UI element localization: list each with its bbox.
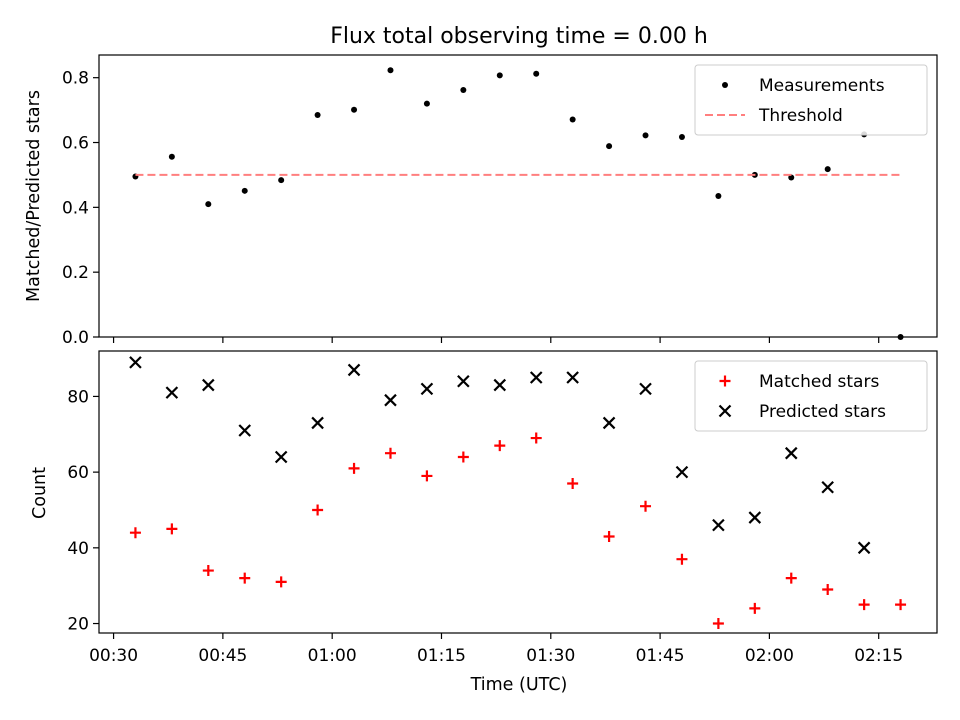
matched-star-point	[785, 572, 797, 584]
measurement-point	[205, 201, 212, 208]
bottom-ylabel: Count	[30, 467, 50, 519]
matched-star-point	[384, 447, 396, 459]
y-tick-label: 0.2	[62, 263, 89, 283]
measurement-point	[569, 116, 576, 123]
x-tick-label: 00:45	[198, 646, 247, 666]
matched-star-point	[858, 599, 870, 611]
matched-star-point	[129, 527, 141, 539]
matched-star-point	[530, 432, 542, 444]
measurement-point	[788, 174, 795, 181]
x-tick-label: 02:00	[745, 646, 794, 666]
predicted-star-point	[784, 446, 798, 460]
predicted-star-point	[566, 371, 579, 384]
legend-label: Measurements	[759, 76, 885, 96]
y-tick-label: 80	[67, 387, 89, 407]
legend-measurement-swatch	[722, 82, 728, 88]
measurement-point	[460, 87, 467, 94]
top-ylabel: Matched/Predicted stars	[24, 90, 44, 302]
matched-star-point	[749, 602, 761, 614]
y-tick-label: 60	[67, 463, 89, 483]
matched-star-point	[457, 451, 469, 463]
y-tick-label: 40	[67, 539, 89, 559]
measurement-point	[241, 187, 248, 194]
predicted-star-point	[129, 356, 142, 369]
matched-star-point	[166, 523, 178, 535]
predicted-star-point	[712, 518, 725, 532]
x-tick-label: 00:30	[89, 646, 138, 666]
y-tick-label: 0.8	[62, 69, 89, 89]
plot-frame	[98, 350, 938, 634]
measurement-point	[387, 67, 394, 74]
predicted-star-point	[493, 378, 507, 392]
plot-frame	[98, 54, 938, 338]
predicted-star-point	[602, 416, 616, 430]
measurement-point	[351, 106, 358, 113]
predicted-star-point	[274, 450, 288, 464]
predicted-star-point	[821, 480, 834, 494]
predicted-star-point	[202, 378, 215, 392]
predicted-star-point	[857, 541, 871, 555]
matched-star-point	[676, 553, 688, 565]
measurement-point	[606, 143, 613, 150]
matched-star-point	[712, 618, 724, 630]
predicted-star-point	[748, 511, 762, 524]
x-tick-label: 01:30	[526, 646, 575, 666]
y-tick-label: 0.0	[62, 328, 89, 348]
y-tick-label: 0.4	[62, 198, 89, 218]
legend: Matched stars Predicted stars	[694, 360, 928, 432]
matched-star-point	[640, 500, 652, 512]
predicted-star-point	[639, 382, 652, 396]
predicted-star-point	[529, 371, 543, 384]
top-panel: 0.0 0.2 0.4 0.6 0.8 Measurements Threshold	[62, 54, 938, 348]
measurement-point	[533, 70, 540, 77]
measurement-point	[168, 153, 175, 160]
bottom-panel: 00:30 00:45 01:00 01:15 01:30 01:45 02:00 02:15…	[67, 350, 938, 666]
predicted-star-point	[238, 424, 252, 437]
matched-star-point	[822, 583, 834, 595]
measurement-point	[423, 100, 430, 107]
legend-box	[694, 64, 928, 136]
matched-star-point	[348, 462, 360, 474]
matched-star-point	[239, 572, 251, 584]
predicted-star-point	[347, 363, 361, 377]
legend-label: Threshold	[758, 106, 843, 126]
figure-title: Flux total observing time = 0.00 h	[330, 24, 708, 49]
measurement-point	[314, 111, 321, 118]
y-tick-label: 20	[67, 615, 89, 635]
measurement-point	[642, 132, 649, 139]
y-tick-label: 0.6	[62, 134, 89, 154]
matched-star-point	[275, 576, 287, 588]
legend-box	[694, 360, 928, 432]
measurement-point	[897, 334, 904, 340]
matched-star-point	[421, 470, 433, 482]
predicted-star-point	[384, 393, 397, 407]
matched-star-point	[603, 530, 615, 542]
measurement-point	[278, 177, 285, 184]
legend-matched-swatch	[719, 375, 731, 387]
matched-star-point	[895, 599, 907, 611]
matched-star-point	[312, 504, 324, 516]
x-tick-label: 01:00	[308, 646, 357, 666]
matched-star-point	[494, 440, 506, 452]
predicted-star-point	[675, 465, 689, 479]
legend-label: Predicted stars	[759, 402, 886, 422]
predicted-star-point	[420, 382, 434, 396]
measurement-point	[678, 134, 685, 141]
measurement-point	[824, 166, 831, 173]
measurement-point	[496, 72, 503, 79]
matched-star-point	[567, 477, 579, 489]
predicted-star-point	[165, 386, 179, 399]
measurement-point	[715, 193, 722, 199]
predicted-star-point	[457, 375, 470, 388]
matched-star-point	[202, 565, 214, 577]
legend-label: Matched stars	[759, 372, 879, 392]
legend: Measurements Threshold	[694, 64, 928, 136]
x-tick-label: 02:15	[854, 646, 903, 666]
x-tick-label: 01:45	[636, 646, 685, 666]
x-axis-label: Time (UTC)	[470, 675, 568, 695]
predicted-star-point	[311, 416, 324, 430]
x-tick-label: 01:15	[417, 646, 466, 666]
legend-predicted-swatch	[718, 404, 732, 418]
